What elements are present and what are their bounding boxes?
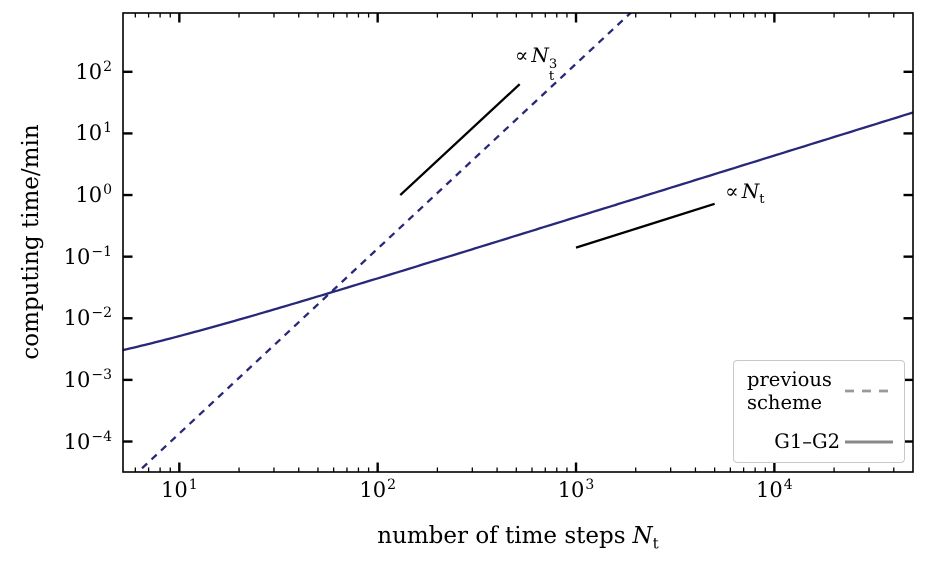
x-axis-label-subscript: t bbox=[652, 534, 659, 553]
y-tick-label: 10−1 bbox=[63, 243, 112, 269]
annotation-subscript: t bbox=[759, 192, 765, 208]
cubic-scaling-annotation: ∝ N 3 t bbox=[515, 43, 557, 83]
linear-scaling-annotation: ∝ Nt bbox=[725, 179, 764, 206]
legend-entry-g1-g2: G1–G2 bbox=[747, 430, 894, 453]
y-tick-label: 10−2 bbox=[63, 305, 112, 331]
solid-line-sample bbox=[845, 440, 893, 443]
annotation-variable: N bbox=[741, 179, 760, 204]
dashed-line-sample bbox=[845, 389, 893, 393]
y-tick-label: 101 bbox=[75, 120, 112, 146]
proportional-to-symbol: ∝ bbox=[514, 43, 529, 68]
linear-slope-guide bbox=[575, 202, 716, 249]
y-tick-label: 10−4 bbox=[63, 428, 112, 454]
x-tick-label: 102 bbox=[359, 477, 396, 502]
series-lines bbox=[123, 13, 913, 472]
cubic-slope-guide bbox=[399, 83, 521, 196]
x-tick-label: 103 bbox=[557, 477, 595, 502]
annotation-subscript: t bbox=[548, 68, 555, 84]
annotation-superscript: 3 bbox=[548, 57, 558, 73]
legend-entry-previous-scheme: previous scheme bbox=[747, 368, 894, 414]
legend-label-g1-g2: G1–G2 bbox=[774, 430, 840, 453]
x-tick-label: 101 bbox=[161, 477, 198, 502]
series-line-solid bbox=[123, 111, 913, 352]
annotation-variable: N bbox=[531, 43, 549, 68]
x-axis-label: number of time steps Nt bbox=[377, 523, 659, 551]
plot-border bbox=[122, 12, 914, 473]
axis-ticks bbox=[123, 13, 913, 472]
x-axis-label-text: number of time steps bbox=[377, 523, 626, 549]
legend-label-line: scheme bbox=[747, 391, 823, 414]
x-tick-label: 104 bbox=[756, 477, 793, 502]
y-tick-label: 100 bbox=[75, 182, 112, 208]
series-line-dashed bbox=[136, 13, 633, 472]
legend: previous scheme G1–G2 bbox=[733, 360, 905, 463]
y-tick-label: 102 bbox=[75, 58, 112, 84]
legend-label-previous-scheme: previous scheme bbox=[747, 368, 840, 414]
proportional-to-symbol: ∝ bbox=[725, 179, 739, 204]
y-tick-label: 10−3 bbox=[63, 366, 112, 392]
x-axis-label-variable: N bbox=[632, 523, 653, 549]
legend-label-line: previous bbox=[747, 368, 832, 391]
